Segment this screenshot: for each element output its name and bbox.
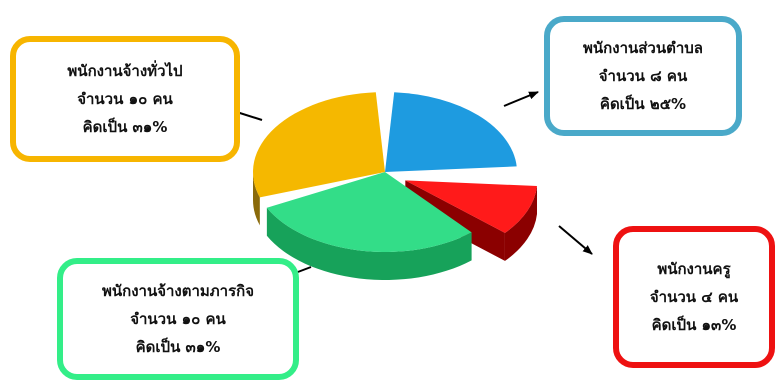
label-teacher: พนักงานครู [657, 260, 731, 278]
arrow-subdistrict [503, 91, 539, 107]
percent-general: คิดเป็น ๓๑% [82, 118, 168, 136]
percent-subdistrict: คิดเป็น ๒๕% [599, 95, 687, 113]
label-general: พนักงานจ้างทั่วไป [67, 62, 183, 80]
slice-side-mission [266, 207, 472, 280]
callout-subdistrict: พนักงานส่วนตำบล จำนวน ๘ คน คิดเป็น ๒๕% [544, 16, 742, 136]
percent-teacher: คิดเป็น ๑๓% [651, 316, 737, 334]
count-teacher: จำนวน ๔ คน [649, 288, 739, 306]
count-subdistrict: จำนวน ๘ คน [598, 67, 688, 85]
count-mission: จำนวน ๑๐ คน [130, 310, 226, 328]
callout-mission: พนักงานจ้างตามภารกิจ จำนวน ๑๐ คน คิดเป็น… [57, 258, 299, 380]
label-subdistrict: พนักงานส่วนตำบล [583, 39, 703, 57]
arrow-teacher [558, 225, 593, 255]
slice-wall-teacher [405, 180, 505, 261]
percent-mission: คิดเป็น ๓๑% [135, 338, 221, 356]
slice-mission [266, 172, 472, 253]
slice-side-general [253, 172, 260, 226]
callout-teacher: พนักงานครู จำนวน ๔ คน คิดเป็น ๑๓% [613, 226, 775, 368]
slice-side-teacher [504, 185, 538, 261]
slice-teacher [405, 180, 538, 233]
slice-general [253, 92, 385, 198]
slice-subdistrict [385, 92, 517, 172]
callout-general: พนักงานจ้างทั่วไป จำนวน ๑๐ คน คิดเป็น ๓๑… [10, 36, 240, 162]
label-mission: พนักงานจ้างตามภารกิจ [101, 282, 255, 300]
count-general: จำนวน ๑๐ คน [77, 90, 173, 108]
